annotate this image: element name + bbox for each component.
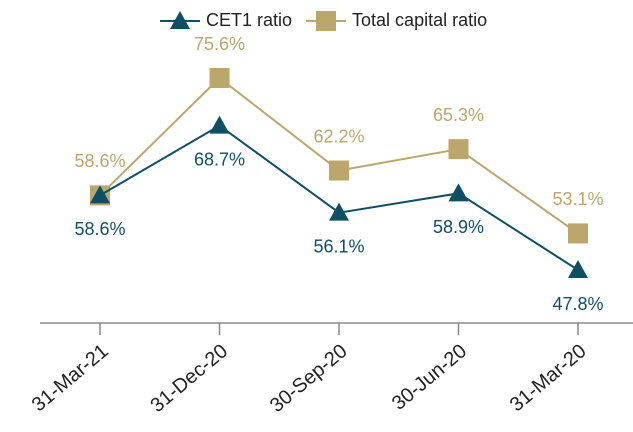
data-point <box>448 139 469 160</box>
x-tick-label: 31-Dec-20 <box>146 340 232 417</box>
legend-marker <box>316 11 337 31</box>
data-label: 56.1% <box>313 236 364 256</box>
x-tick-label: 30-Jun-20 <box>388 340 471 415</box>
data-label: 62.2% <box>313 126 364 146</box>
x-tick-label: 31-Mar-20 <box>506 340 591 416</box>
data-point <box>209 115 230 134</box>
data-label: 75.6% <box>194 34 245 54</box>
data-label: 58.9% <box>433 217 484 237</box>
data-label: 68.7% <box>194 149 245 169</box>
x-tick-label: 30-Sep-20 <box>266 340 352 417</box>
data-label: 58.6% <box>74 219 125 239</box>
data-label: 47.8% <box>552 294 603 314</box>
data-point <box>448 183 469 202</box>
data-point <box>90 185 110 204</box>
x-tick-label: 31-Mar-21 <box>28 340 113 416</box>
legend-label: CET1 ratio <box>206 10 292 30</box>
data-label: 58.6% <box>74 151 125 171</box>
data-point <box>209 68 230 88</box>
legend-marker <box>170 11 190 29</box>
data-label: 53.1% <box>552 189 603 209</box>
data-point <box>329 160 349 181</box>
data-point <box>568 260 588 278</box>
legend-label: Total capital ratio <box>352 10 487 30</box>
data-point <box>568 223 588 244</box>
data-point <box>329 202 349 221</box>
data-label: 65.3% <box>433 105 484 125</box>
